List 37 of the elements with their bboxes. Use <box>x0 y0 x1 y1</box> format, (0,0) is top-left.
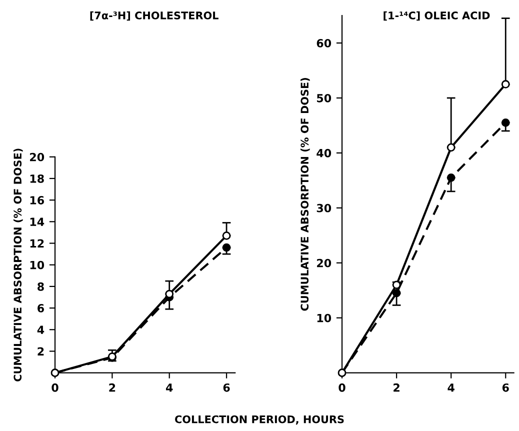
point <box>446 143 456 152</box>
y-tick-label: 40 <box>316 148 332 158</box>
x-tick-label: 6 <box>502 383 509 392</box>
y-tick-label: 10 <box>30 260 44 270</box>
point <box>501 80 510 88</box>
x-tick-label: 0 <box>52 383 58 392</box>
x-tick-label: 6 <box>223 383 230 392</box>
x-tick-label: 0 <box>338 383 346 392</box>
y-tick-label: 12 <box>30 239 44 248</box>
y-tick-label: 10 <box>317 314 332 322</box>
point <box>501 118 510 127</box>
x-tick-label: 2 <box>394 383 400 392</box>
point <box>446 174 456 182</box>
y-axis-title: CUMULATIVE ABSORPTION (% OF DOSE) <box>14 148 23 382</box>
x-tick-label: 4 <box>166 384 173 392</box>
y-tick-label: 2 <box>38 347 44 356</box>
y-tick-label: 50 <box>317 94 332 102</box>
y-tick-label: 20 <box>30 152 44 162</box>
y-tick-label: 20 <box>317 258 332 268</box>
y-tick-label: 8 <box>38 282 44 291</box>
point <box>222 243 231 252</box>
chart-title: [7α-³H] CHOLESTEROL <box>90 11 218 21</box>
chart-title: [1-¹⁴C] OLEIC ACID <box>384 11 490 21</box>
x-tick-label: 2 <box>109 383 116 392</box>
x-tick-label: 4 <box>448 384 454 392</box>
point <box>392 288 401 298</box>
y-axis-title: CUMULATIVE ABSORPTION (% OF DOSE) <box>300 78 310 311</box>
point <box>392 280 401 290</box>
y-tick-label: 14 <box>30 218 44 226</box>
point <box>222 232 231 240</box>
y-tick-label: 30 <box>316 204 332 212</box>
y-tick-label: 18 <box>30 174 44 183</box>
y-tick-label: 16 <box>30 196 44 204</box>
y-tick-label: 6 <box>38 304 44 312</box>
y-tick-label: 4 <box>37 326 44 334</box>
y-tick-label: 60 <box>316 38 332 48</box>
x-axis-title: COLLECTION PERIOD, HOURS <box>175 415 344 425</box>
